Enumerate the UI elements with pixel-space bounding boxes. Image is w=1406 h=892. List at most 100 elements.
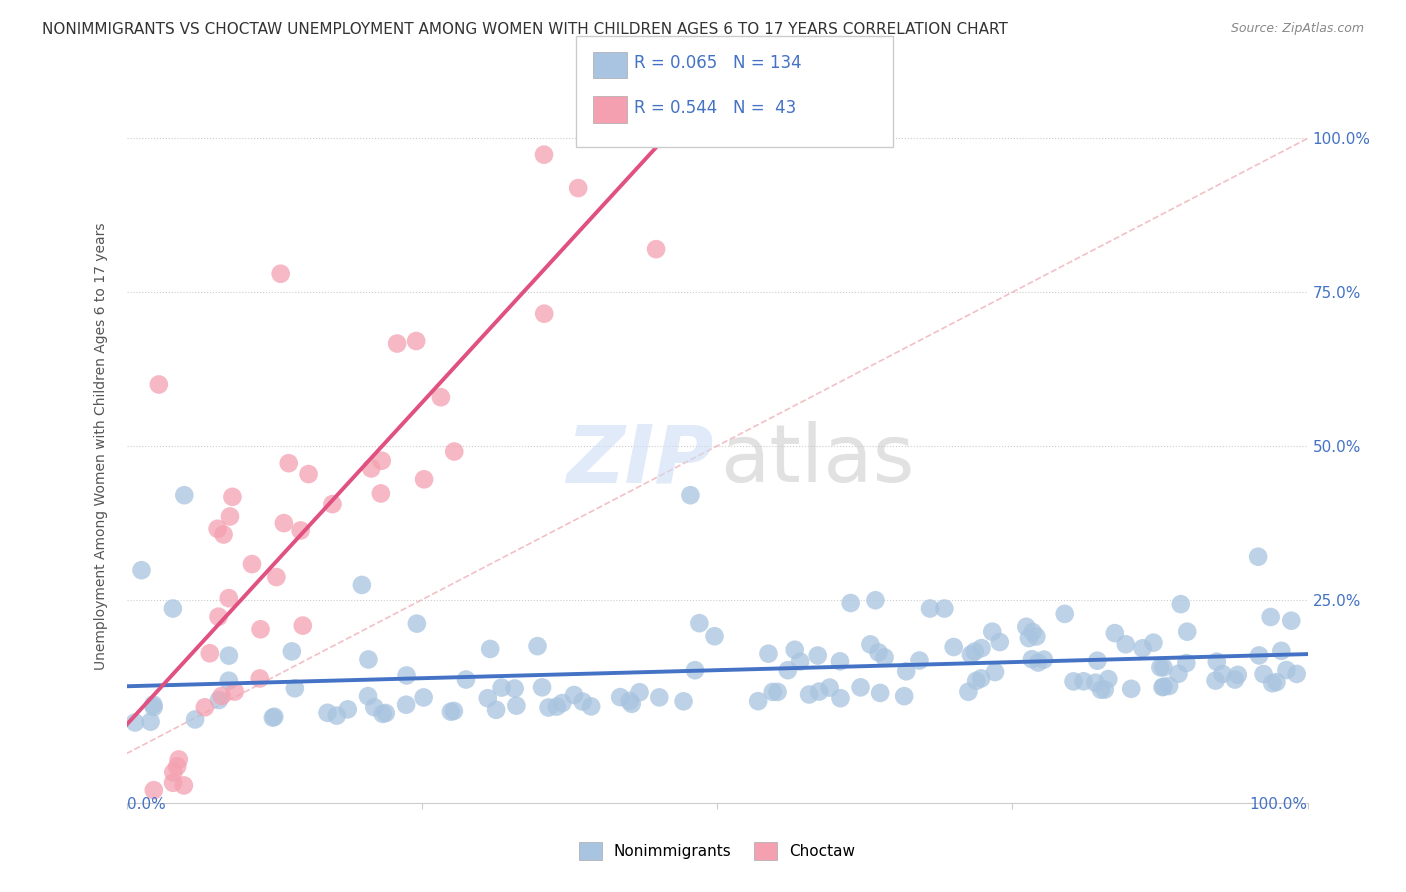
Point — [198, 646, 221, 660]
Point — [443, 704, 465, 718]
Point — [647, 131, 669, 145]
Point — [297, 467, 319, 481]
Point — [270, 267, 292, 281]
Legend: Nonimmigrants, Choctaw: Nonimmigrants, Choctaw — [572, 836, 862, 866]
Point — [533, 147, 555, 161]
Point — [273, 516, 295, 530]
Point — [240, 557, 263, 571]
Point — [194, 700, 217, 714]
Point — [789, 655, 811, 669]
Point — [609, 131, 631, 145]
Point — [360, 461, 382, 475]
Point — [679, 488, 702, 502]
Point — [173, 488, 195, 502]
Point — [1085, 654, 1108, 668]
Text: R = 0.065   N = 134: R = 0.065 N = 134 — [634, 54, 801, 72]
Point — [1205, 673, 1227, 688]
Point — [491, 681, 513, 695]
Point — [1063, 674, 1085, 689]
Point — [1153, 680, 1175, 694]
Point — [537, 700, 560, 714]
Point — [405, 616, 427, 631]
Point — [1223, 673, 1246, 687]
Point — [818, 681, 841, 695]
Point — [619, 694, 641, 708]
Point — [648, 690, 671, 705]
Point — [1260, 610, 1282, 624]
Point — [526, 639, 548, 653]
Point — [321, 497, 343, 511]
Point — [1149, 660, 1171, 674]
Point — [797, 688, 820, 702]
Point — [1015, 620, 1038, 634]
Point — [1152, 680, 1174, 694]
Point — [1261, 676, 1284, 690]
Point — [908, 654, 931, 668]
Point — [162, 765, 184, 780]
Point — [440, 705, 463, 719]
Point — [167, 752, 190, 766]
Point — [1018, 631, 1040, 645]
Point — [1021, 652, 1043, 666]
Point — [934, 601, 956, 615]
Point — [1132, 641, 1154, 656]
Point — [139, 714, 162, 729]
Text: atlas: atlas — [721, 421, 915, 500]
Point — [620, 697, 643, 711]
Text: R = 0.544   N =  43: R = 0.544 N = 43 — [634, 99, 796, 117]
Point — [142, 700, 165, 714]
Point — [645, 242, 668, 256]
Point — [207, 522, 229, 536]
Point — [336, 702, 359, 716]
Point — [385, 336, 408, 351]
Point — [173, 779, 195, 793]
Point — [988, 635, 1011, 649]
Point — [1097, 672, 1119, 686]
Point — [1175, 656, 1198, 670]
Point — [370, 486, 392, 500]
Point — [828, 654, 851, 668]
Point — [970, 641, 993, 656]
Point — [918, 601, 941, 615]
Point — [131, 563, 153, 577]
Point — [783, 642, 806, 657]
Point — [224, 684, 246, 698]
Point — [1073, 674, 1095, 689]
Point — [166, 759, 188, 773]
Text: 0.0%: 0.0% — [127, 797, 166, 812]
Point — [562, 688, 585, 702]
Point — [505, 698, 527, 713]
Point — [1170, 597, 1192, 611]
Point — [776, 663, 799, 677]
Point — [249, 622, 271, 636]
Point — [1212, 667, 1234, 681]
Point — [868, 645, 890, 659]
Point — [896, 665, 918, 679]
Point — [893, 689, 915, 703]
Point — [571, 695, 593, 709]
Point — [1270, 644, 1292, 658]
Point — [1226, 668, 1249, 682]
Point — [405, 334, 427, 348]
Point — [747, 694, 769, 708]
Point — [218, 673, 240, 688]
Point — [479, 642, 502, 657]
Point — [830, 691, 852, 706]
Point — [184, 713, 207, 727]
Point — [1115, 637, 1137, 651]
Point — [207, 609, 229, 624]
Point — [865, 593, 887, 607]
Point — [807, 648, 830, 663]
Point — [1247, 549, 1270, 564]
Point — [1090, 682, 1112, 697]
Point — [965, 673, 987, 688]
Point — [696, 131, 718, 145]
Point — [1265, 675, 1288, 690]
Point — [218, 648, 240, 663]
Point — [1253, 667, 1275, 681]
Point — [1025, 630, 1047, 644]
Point — [957, 684, 980, 698]
Point — [1159, 679, 1181, 693]
Point — [1205, 655, 1227, 669]
Point — [766, 685, 789, 699]
